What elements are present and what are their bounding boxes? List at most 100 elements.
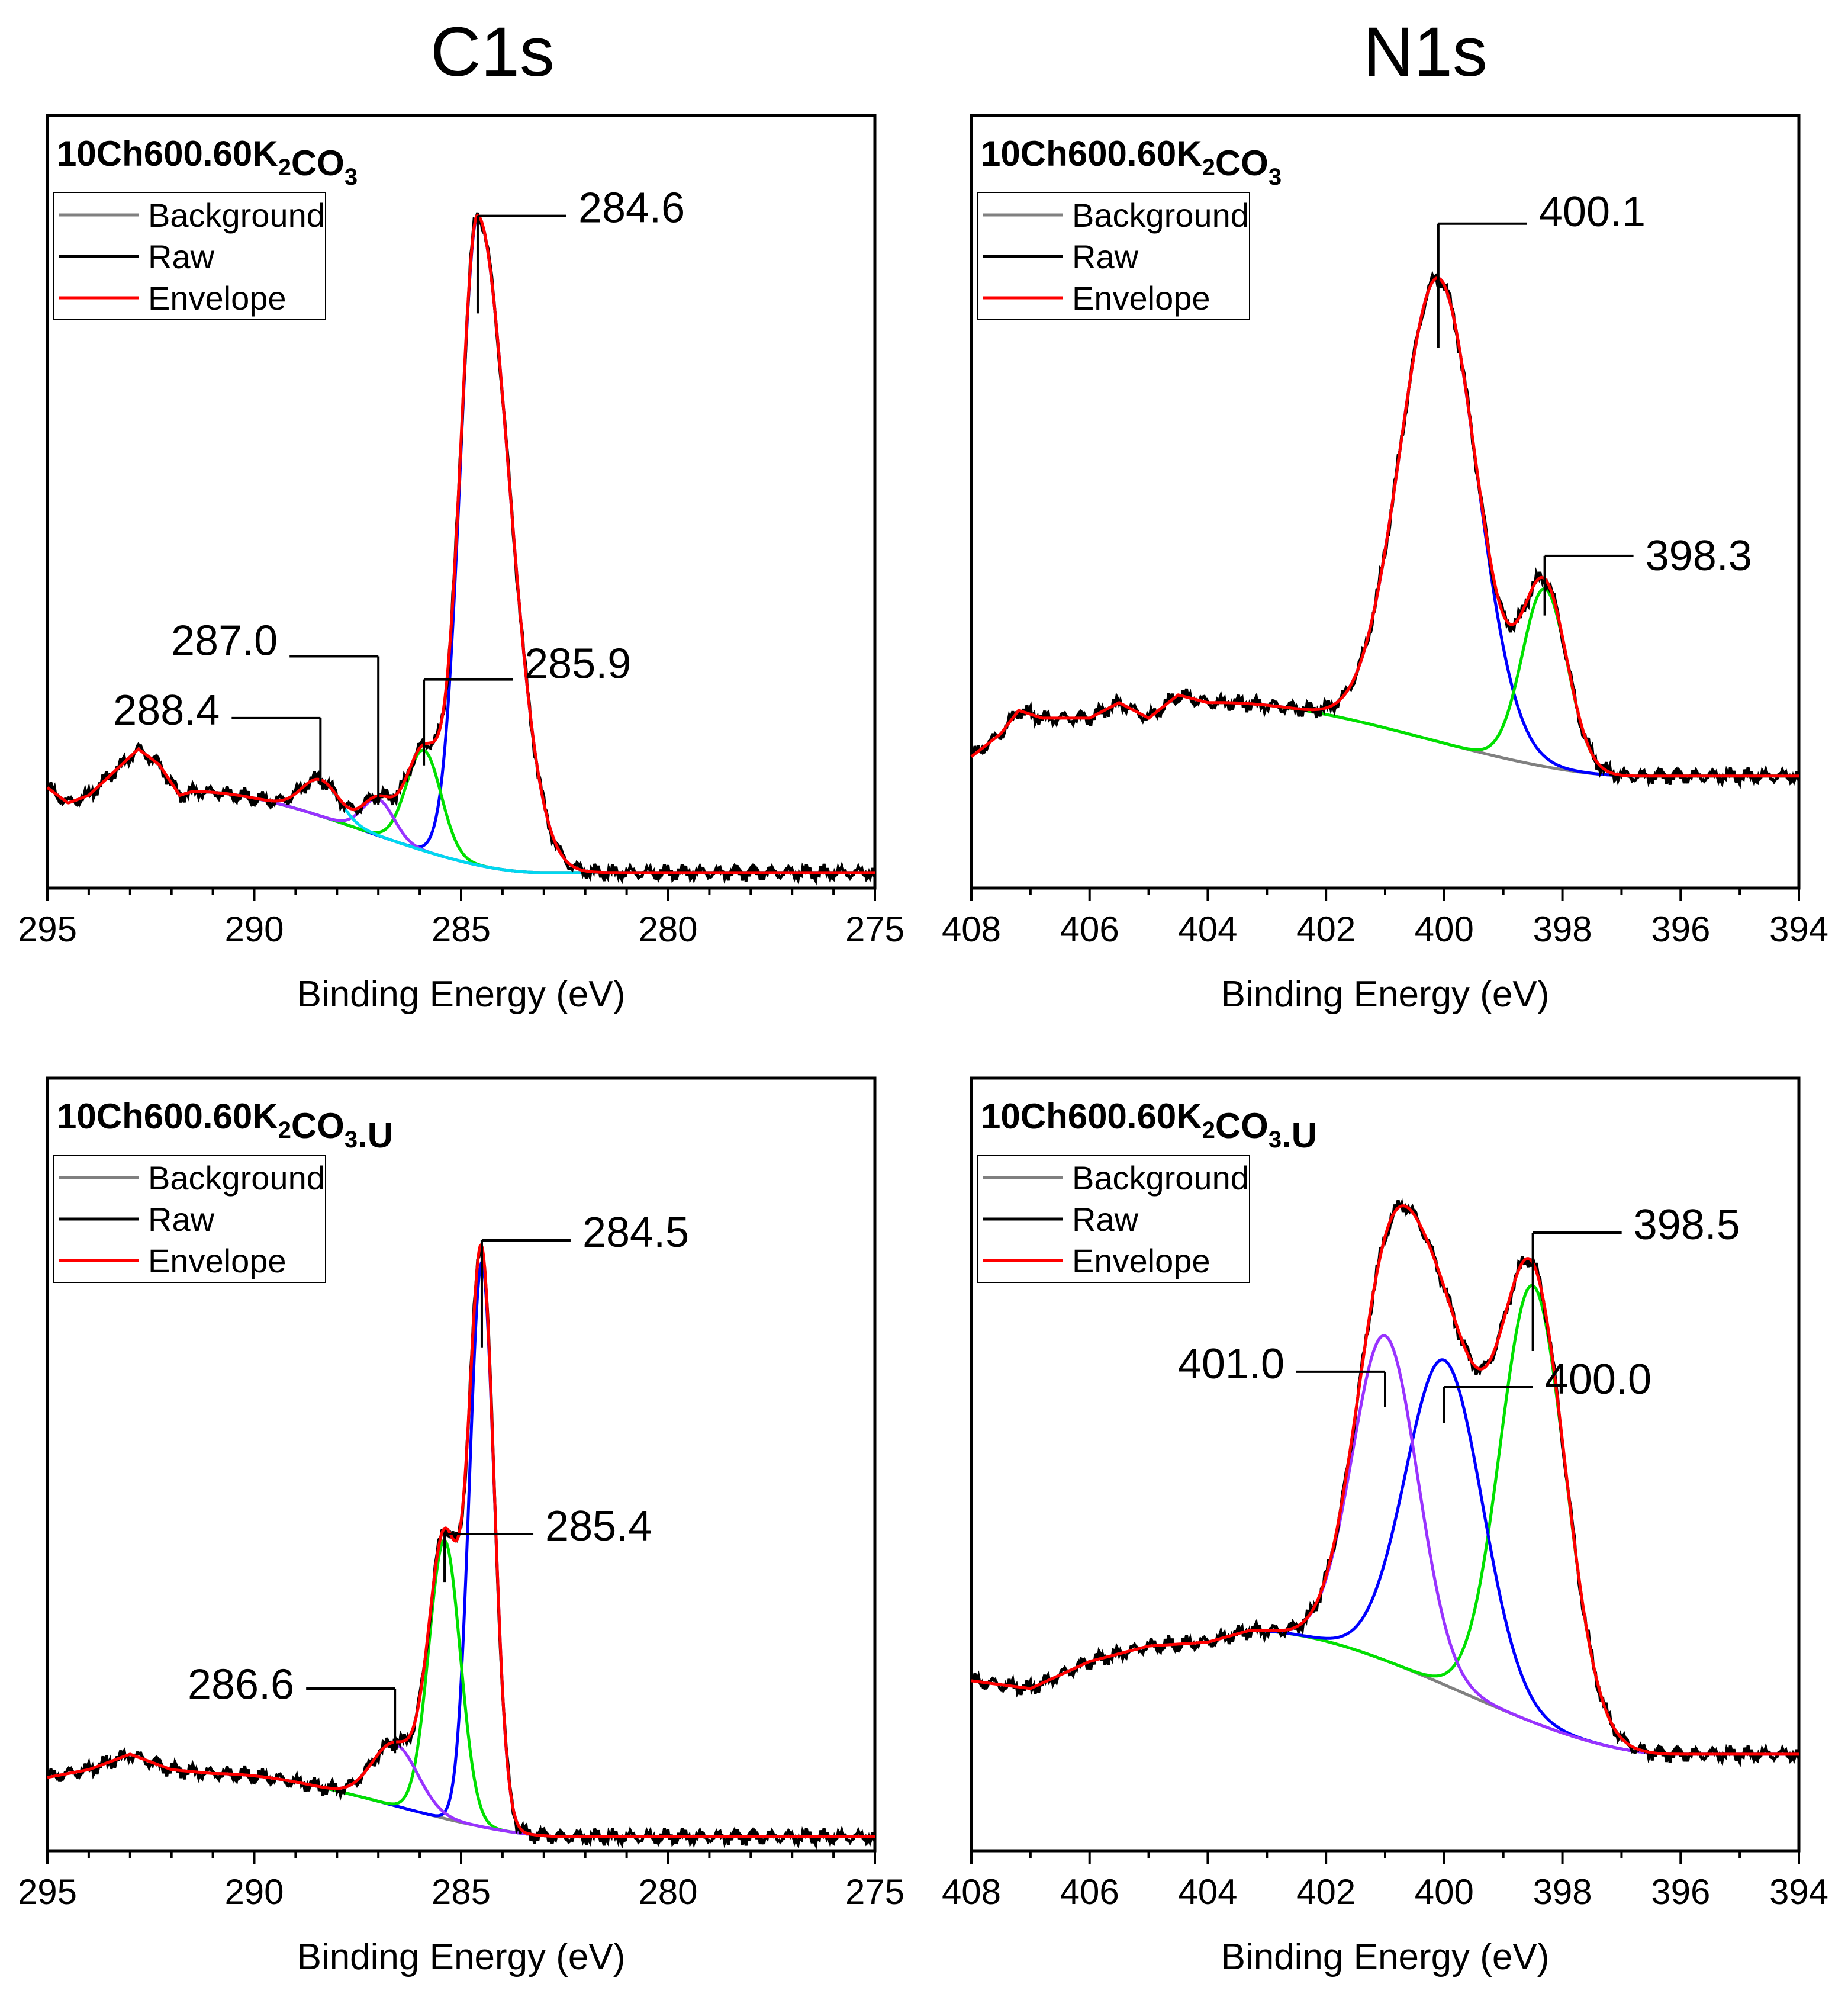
component-peak-401	[1249, 1334, 1799, 1756]
panel-n1s-bottom: 408 406 404 402 400 398 396 394 Binding Energy (…	[924, 963, 1848, 1977]
peak-label: 398.3	[1646, 532, 1752, 580]
component-peak-398.3	[1219, 587, 1799, 778]
title-text: CO	[291, 143, 345, 183]
legend-label-background: Background	[148, 197, 325, 234]
component-peak-284.5	[213, 1261, 875, 1838]
envelope-curve	[970, 276, 1799, 778]
component-peak-286.6	[213, 1742, 875, 1838]
legend-label-raw: Raw	[1072, 1201, 1139, 1238]
x-tick-label: 396	[1651, 1872, 1710, 1912]
x-tick-label: 402	[1296, 909, 1356, 949]
component-peak-287	[192, 790, 875, 874]
x-tick-label: 398	[1533, 1872, 1592, 1912]
peak-label: 400.0	[1545, 1356, 1651, 1403]
legend-label-envelope: Envelope	[148, 279, 286, 317]
x-tick-label: 396	[1651, 909, 1710, 949]
legend-label-raw: Raw	[148, 238, 215, 275]
x-axis-label: Binding Energy (eV)	[1221, 1937, 1550, 1977]
x-tick-label: 404	[1178, 1872, 1237, 1912]
x-tick-label: 275	[845, 909, 904, 949]
chart-n1s-10ch600-k2co3: 408 406 404 402 400 398 396 394 Binding Energy (…	[942, 114, 1828, 1015]
chart-n1s-10ch600-k2co3-u: 408 406 404 402 400 398 396 394 Binding Energy (…	[942, 1076, 1828, 1977]
title-subscript: 2	[1202, 1117, 1215, 1143]
legend-label-envelope: Envelope	[1072, 279, 1210, 317]
x-tick-label: 285	[432, 1872, 491, 1912]
title-text: .U	[358, 1115, 393, 1155]
x-axis-label: Binding Energy (eV)	[1221, 974, 1550, 1015]
peak-label: 284.6	[578, 185, 685, 232]
x-tick-label: 402	[1296, 1872, 1356, 1912]
background-curve	[1249, 1629, 1799, 1756]
title-text: .U	[1282, 1115, 1317, 1155]
legend-label-background: Background	[1072, 197, 1249, 234]
panel-c1s-bottom: 295 290 285 280 275 Binding Energy (eV) 10Ch60…	[0, 963, 924, 1977]
x-tick-label: 404	[1178, 909, 1237, 949]
panel-c1s-top: 295 290 285 280 275 Binding Energy (eV) 10Ch60…	[0, 0, 924, 1015]
x-tick-label: 275	[845, 1872, 904, 1912]
x-tick-label: 398	[1533, 909, 1592, 949]
x-tick-label: 406	[1060, 909, 1119, 949]
component-peak-285.9	[192, 748, 875, 874]
title-subscript: 3	[1269, 1127, 1282, 1153]
x-tick-label: 280	[638, 909, 697, 949]
envelope-curve	[46, 213, 875, 874]
raw-curve	[970, 270, 1801, 789]
panel-n1s-top: 408 406 404 402 400 398 396 394 Binding Energy (…	[924, 0, 1848, 1015]
x-tick-label: 408	[942, 1872, 1001, 1912]
x-tick-label: 290	[224, 1872, 284, 1912]
peak-label: 401.0	[1178, 1340, 1284, 1388]
sample-title: 10Ch600.60K2CO3.U	[981, 1096, 1317, 1155]
peak-label: 400.1	[1539, 188, 1646, 236]
peak-label: 287.0	[171, 617, 278, 664]
peak-label: 285.9	[524, 641, 631, 688]
title-text: 10Ch600.60K	[57, 1096, 278, 1136]
title-text: CO	[1215, 1106, 1269, 1146]
sample-title: 10Ch600.60K2CO3	[981, 134, 1282, 190]
peak-label: 288.4	[113, 687, 220, 734]
x-tick-label: 290	[224, 909, 284, 949]
x-tick-label: 394	[1769, 909, 1828, 949]
legend-label-raw: Raw	[148, 1201, 215, 1238]
x-tick-label: 295	[18, 1872, 77, 1912]
title-subscript: 3	[345, 164, 358, 190]
x-axis-label: Binding Energy (eV)	[297, 1937, 626, 1977]
x-tick-label: 400	[1415, 909, 1474, 949]
x-tick-label: 285	[432, 909, 491, 949]
title-subscript: 3	[1269, 164, 1282, 190]
legend-label-raw: Raw	[1072, 238, 1139, 275]
envelope-curve	[47, 1242, 875, 1838]
x-axis-label: Binding Energy (eV)	[297, 974, 626, 1015]
raw-curve	[970, 1198, 1801, 1767]
legend-label-envelope: Envelope	[148, 1242, 286, 1279]
peak-label: 286.6	[188, 1661, 294, 1708]
title-text: 10Ch600.60K	[57, 134, 278, 173]
peak-label: 284.5	[582, 1209, 689, 1256]
title-subscript: 3	[345, 1127, 358, 1153]
x-tick-label: 394	[1769, 1872, 1828, 1912]
chart-c1s-10ch600-k2co3: 295 290 285 280 275 Binding Energy (eV) 10Ch60…	[18, 114, 904, 1015]
title-subscript: 2	[1202, 155, 1215, 181]
title-subscript: 2	[278, 1117, 291, 1143]
chart-c1s-10ch600-k2co3-u: 295 290 285 280 275 Binding Energy (eV) 10Ch60…	[18, 1076, 904, 1977]
peak-label: 285.4	[545, 1503, 652, 1550]
title-text: CO	[291, 1106, 345, 1146]
legend-label-background: Background	[148, 1159, 325, 1197]
column-title-c1s: C1s	[430, 13, 555, 91]
x-tick-label: 406	[1060, 1872, 1119, 1912]
title-subscript: 2	[278, 155, 291, 181]
sample-title: 10Ch600.60K2CO3	[57, 134, 358, 190]
title-text: CO	[1215, 143, 1269, 183]
sample-title: 10Ch600.60K2CO3.U	[57, 1096, 393, 1155]
peak-label: 398.5	[1634, 1201, 1740, 1249]
background-curve	[1219, 701, 1799, 778]
envelope-curve	[971, 1204, 1799, 1756]
background-curve	[192, 790, 875, 874]
x-tick-label: 295	[18, 909, 77, 949]
title-text: 10Ch600.60K	[981, 134, 1202, 173]
x-tick-label: 280	[638, 1872, 697, 1912]
raw-curve	[46, 1246, 877, 1850]
legend-label-background: Background	[1072, 1159, 1249, 1197]
column-title-n1s: N1s	[1363, 13, 1488, 91]
x-tick-label: 408	[942, 909, 1001, 949]
title-text: 10Ch600.60K	[981, 1096, 1202, 1136]
